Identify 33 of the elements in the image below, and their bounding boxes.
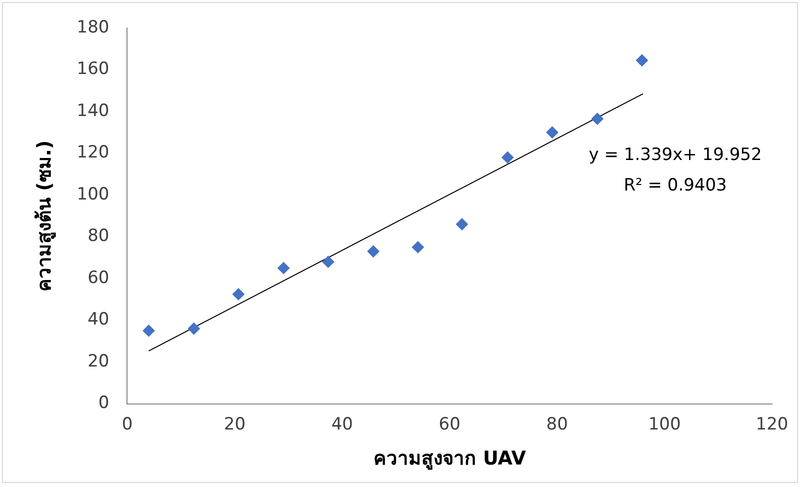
y-tick-label: 20: [88, 351, 110, 372]
y-tick-label: 0: [98, 393, 110, 414]
point: [278, 262, 290, 274]
point: [591, 112, 604, 125]
x-tick-label: 60: [438, 414, 460, 434]
y-tick-label: 180: [76, 17, 110, 38]
point: [142, 324, 155, 337]
x-tick-label: 40: [331, 414, 353, 434]
x-tick-label: 120: [756, 414, 788, 434]
point: [412, 241, 424, 254]
x-tick-label: 0: [122, 414, 133, 434]
x-tick-label: 80: [546, 414, 568, 434]
annotation: y = 1.339x+ 19.952: [588, 145, 762, 166]
y-tick-label: 140: [76, 100, 110, 121]
point: [367, 245, 380, 258]
point: [188, 322, 200, 335]
x-tick-label: 100: [648, 414, 681, 434]
point: [322, 256, 334, 268]
y-tick-label: 40: [88, 310, 110, 330]
x-axis-title: ความสูงจาก UAV: [373, 448, 526, 471]
point: [636, 54, 648, 66]
y-tick-label: 120: [76, 142, 110, 163]
y-axis-title: ความสูงต้น (ซม.): [33, 140, 56, 292]
y-tick-label: 160: [76, 59, 110, 80]
x-tick-label: 20: [224, 414, 246, 434]
point: [546, 126, 558, 138]
point: [502, 151, 514, 164]
y-tick-label: 100: [76, 184, 110, 204]
y-tick-label: 60: [88, 268, 110, 288]
y-tick-label: 80: [88, 226, 110, 246]
point: [456, 218, 468, 230]
point: [232, 288, 244, 300]
annotation: R² = 0.9403: [624, 175, 727, 196]
